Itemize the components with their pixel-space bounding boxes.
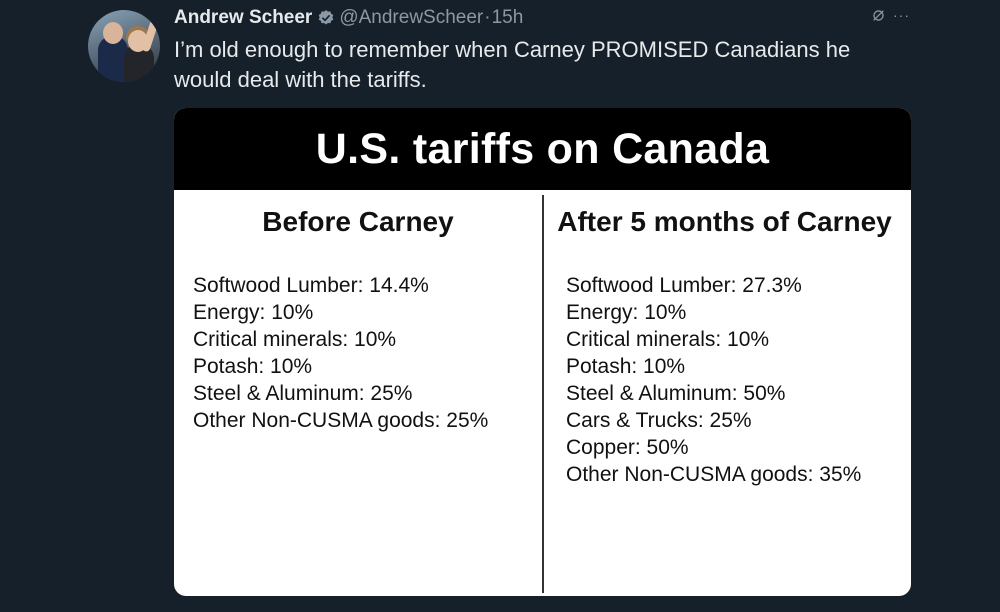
tariff-item: Softwood Lumber: 14.4% xyxy=(193,274,429,297)
tweet-text: I’m old enough to remember when Carney P… xyxy=(174,37,851,92)
after-tariff-list: Softwood Lumber: 27.3% Energy: 10% Criti… xyxy=(566,272,861,488)
avatar-figure-man-head xyxy=(103,22,123,44)
tariff-item: Energy: 10% xyxy=(193,301,314,324)
tariff-item: Cars & Trucks: 25% xyxy=(566,409,752,432)
tweet-header: Andrew Scheer @AndrewScheer · 15h xyxy=(174,6,523,30)
grok-icon[interactable] xyxy=(872,9,885,22)
more-icon[interactable]: ··· xyxy=(893,7,910,23)
tweet-image[interactable]: U.S. tariffs on Canada Before Carney Sof… xyxy=(174,108,911,596)
image-banner: U.S. tariffs on Canada xyxy=(174,108,911,190)
author-avatar[interactable] xyxy=(88,10,160,82)
tariff-item: Critical minerals: 10% xyxy=(566,328,770,351)
author-handle[interactable]: @AndrewScheer xyxy=(339,7,484,28)
tariff-item: Potash: 10% xyxy=(193,355,313,378)
verified-badge-icon[interactable] xyxy=(317,9,335,27)
tariff-item: Other Non-CUSMA goods: 35% xyxy=(566,463,862,486)
image-title: U.S. tariffs on Canada xyxy=(315,124,770,173)
tariff-item: Critical minerals: 10% xyxy=(193,328,397,351)
header-separator: · xyxy=(484,7,491,28)
author-name[interactable]: Andrew Scheer xyxy=(174,7,313,28)
tweet-timestamp[interactable]: 15h xyxy=(491,7,524,28)
tariff-item: Copper: 50% xyxy=(566,436,689,459)
tariff-item: Steel & Aluminum: 50% xyxy=(566,382,786,405)
tariff-item: Energy: 10% xyxy=(566,301,687,324)
tariff-item: Steel & Aluminum: 25% xyxy=(193,382,413,405)
tweet-actions-top: ··· xyxy=(872,8,910,22)
before-tariff-list: Softwood Lumber: 14.4% Energy: 10% Criti… xyxy=(193,272,488,434)
before-column-title: Before Carney xyxy=(262,206,454,237)
column-divider xyxy=(542,195,544,593)
tariff-item: Potash: 10% xyxy=(566,355,686,378)
tariff-item: Other Non-CUSMA goods: 25% xyxy=(193,409,489,432)
after-column-title: After 5 months of Carney xyxy=(557,206,892,237)
tariff-item: Softwood Lumber: 27.3% xyxy=(566,274,802,297)
